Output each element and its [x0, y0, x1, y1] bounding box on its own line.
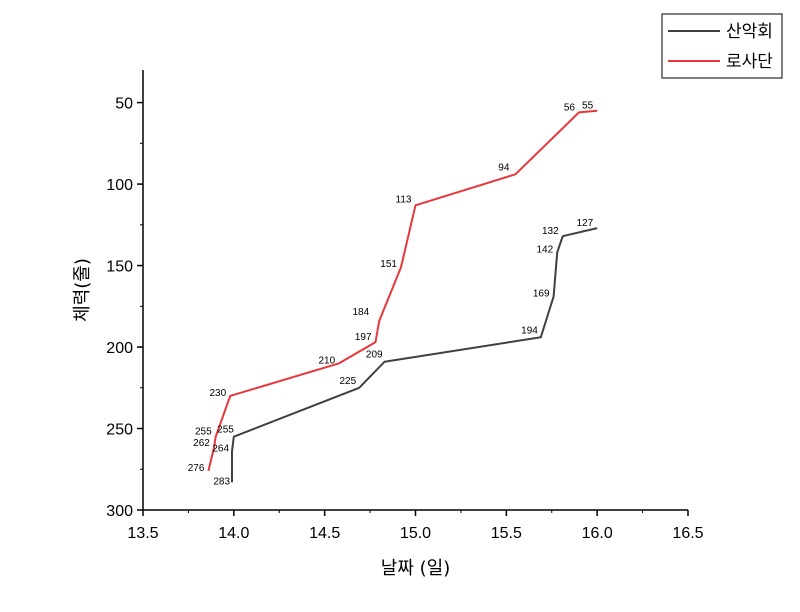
y-tick-label: 250 — [106, 422, 133, 439]
data-label: 94 — [498, 162, 510, 173]
x-axis-title: 날짜 (일) — [381, 558, 450, 579]
x-tick-label: 16.0 — [582, 525, 613, 542]
x-tick-label: 13.5 — [127, 525, 158, 542]
data-label: 255 — [217, 425, 234, 436]
y-axis-title: 체력(줄) — [72, 258, 93, 322]
data-label: 56 — [564, 102, 576, 113]
data-label: 184 — [352, 307, 369, 318]
data-label: 127 — [576, 218, 593, 229]
x-tick-label: 16.5 — [672, 525, 703, 542]
x-tick-label: 15.5 — [491, 525, 522, 542]
legend-label: 산악회 — [726, 22, 773, 42]
y-tick-label: 200 — [106, 340, 133, 357]
data-label: 113 — [396, 194, 412, 205]
x-tick-label: 14.5 — [309, 525, 340, 542]
series-layer — [207, 109, 598, 483]
data-label: 264 — [212, 443, 229, 454]
series-line-산악회 — [231, 227, 598, 483]
x-tick-label: 15.0 — [400, 525, 431, 542]
data-label: 230 — [210, 388, 227, 399]
data-label: 169 — [533, 289, 550, 300]
data-label: 142 — [537, 245, 554, 256]
data-label: 262 — [193, 438, 210, 449]
data-label: 255 — [195, 427, 212, 438]
legend-label: 로사단 — [726, 52, 773, 72]
data-labels: 2832642552252091941691421321272762622552… — [188, 101, 594, 488]
data-label: 55 — [582, 101, 594, 112]
data-label: 283 — [213, 476, 230, 487]
data-label: 209 — [366, 350, 383, 361]
data-label: 151 — [380, 259, 397, 270]
data-label: 194 — [521, 325, 538, 336]
data-label: 276 — [188, 463, 205, 474]
data-label: 225 — [339, 376, 356, 387]
data-label: 197 — [355, 332, 372, 343]
legend-box — [661, 13, 783, 79]
data-label: 132 — [542, 226, 559, 237]
y-tick-label: 150 — [106, 259, 133, 276]
y-tick-label: 100 — [106, 177, 133, 194]
y-tick-label: 300 — [106, 503, 133, 520]
x-tick-label: 14.0 — [218, 525, 249, 542]
series-line-로사단 — [207, 109, 598, 472]
data-label: 210 — [319, 355, 336, 366]
y-tick-label: 50 — [115, 96, 133, 113]
axes: 13.5 14.0 14.5 15.0 15.5 16.0 16.5 50 100 150 200 2… — [106, 70, 704, 542]
